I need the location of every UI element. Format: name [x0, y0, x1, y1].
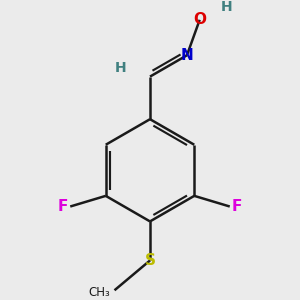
Text: F: F: [232, 199, 242, 214]
Text: S: S: [145, 253, 155, 268]
Text: F: F: [58, 199, 68, 214]
Text: N: N: [181, 48, 193, 63]
Text: O: O: [193, 12, 206, 27]
Text: H: H: [114, 61, 126, 75]
Text: H: H: [221, 0, 232, 14]
Text: CH₃: CH₃: [88, 286, 110, 299]
